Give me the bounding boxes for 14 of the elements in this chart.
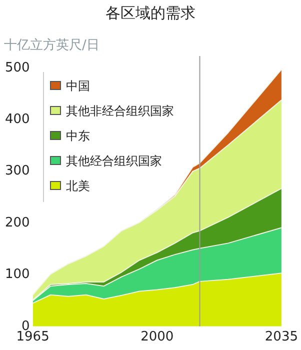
x-tick-label: 2035 <box>264 330 298 345</box>
legend-label: 中国 <box>65 78 91 95</box>
legend-label: 中东 <box>65 128 91 145</box>
legend-label: 其他非经合组织国家 <box>65 103 174 120</box>
y-axis-title: 十亿立方英尺/日 <box>4 37 100 54</box>
chart-title: 各区域的需求 <box>104 4 196 23</box>
y-tick-label: 100 <box>4 267 30 282</box>
y-tick-label: 300 <box>4 164 30 179</box>
legend-label: 北美 <box>65 178 91 195</box>
y-tick-label: 200 <box>4 215 30 230</box>
y-tick-label: 400 <box>4 112 30 128</box>
y-tick-label: 500 <box>4 60 30 76</box>
legend-label: 其他经合组织国家 <box>65 153 163 170</box>
x-tick-label: 2000 <box>140 330 174 345</box>
